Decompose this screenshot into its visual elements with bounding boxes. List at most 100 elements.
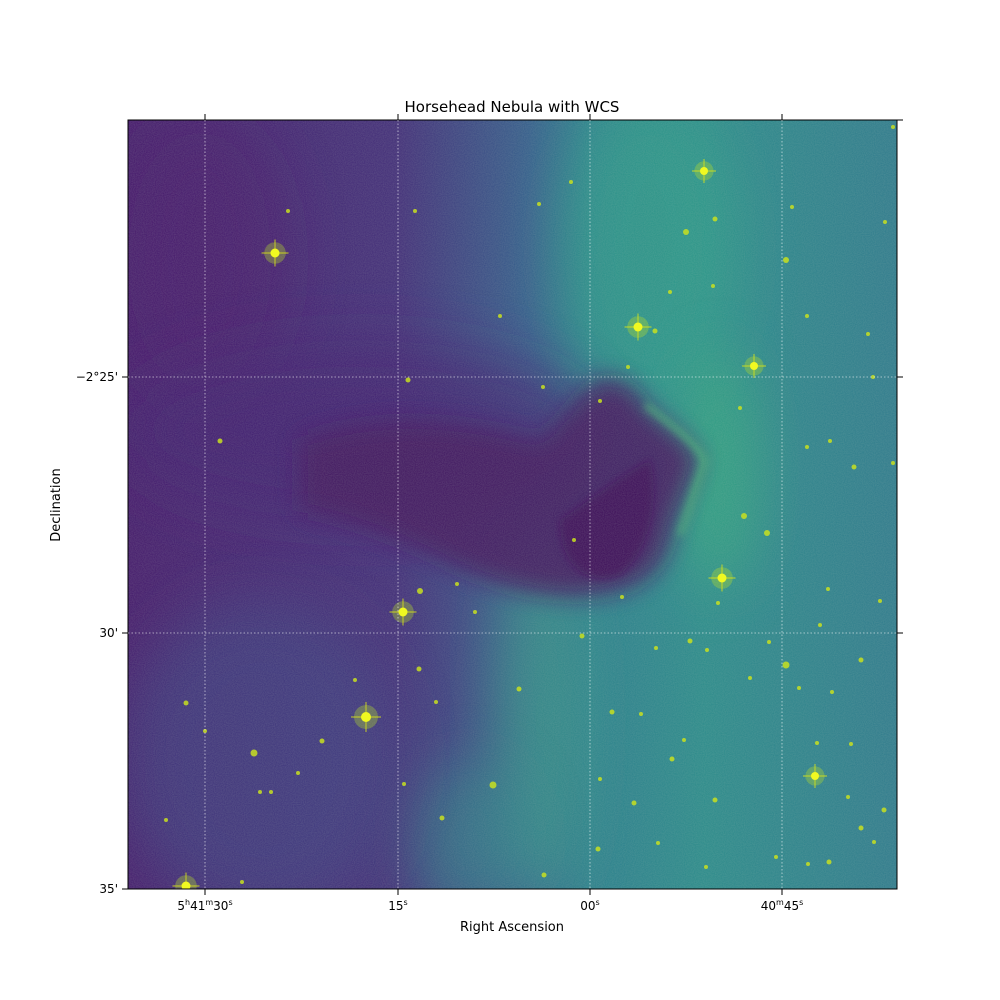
star <box>881 807 887 813</box>
star <box>668 290 672 294</box>
star <box>830 690 834 694</box>
star <box>717 573 727 583</box>
star <box>626 365 630 369</box>
star <box>434 700 438 704</box>
star <box>764 530 770 536</box>
star <box>286 209 290 213</box>
star <box>858 825 864 831</box>
star <box>417 588 423 594</box>
star <box>741 513 747 519</box>
star <box>851 464 857 470</box>
star <box>656 841 660 845</box>
nebula-image <box>128 120 897 889</box>
star <box>700 167 708 175</box>
star <box>569 180 573 184</box>
star <box>516 686 522 692</box>
star <box>598 777 602 781</box>
star <box>805 445 809 449</box>
star <box>164 818 168 822</box>
star <box>361 712 371 722</box>
star <box>620 595 624 599</box>
star <box>878 599 882 603</box>
star <box>296 771 300 775</box>
star <box>203 729 207 733</box>
star <box>669 756 675 762</box>
star <box>416 666 422 672</box>
star-field <box>164 125 895 889</box>
star <box>572 538 576 542</box>
star <box>639 712 643 716</box>
star <box>797 686 801 690</box>
star <box>250 749 258 757</box>
star <box>783 257 789 263</box>
star <box>541 385 545 389</box>
star <box>319 738 325 744</box>
star <box>541 872 547 878</box>
star <box>687 638 693 644</box>
star <box>883 220 887 224</box>
star <box>871 375 875 379</box>
star <box>405 377 411 383</box>
star <box>711 284 715 288</box>
star <box>682 738 686 742</box>
star <box>579 633 585 639</box>
figure-title: Horsehead Nebula with WCS <box>405 98 620 116</box>
star <box>631 800 637 806</box>
star <box>489 781 497 789</box>
star <box>849 742 853 746</box>
star <box>181 881 191 889</box>
star <box>473 610 477 614</box>
star <box>811 772 819 780</box>
star <box>826 859 832 865</box>
star <box>858 657 864 663</box>
star <box>633 322 643 332</box>
star <box>748 676 752 680</box>
star <box>258 790 262 794</box>
star <box>398 607 408 617</box>
star <box>815 741 819 745</box>
ra-tick-label-2: 15s <box>388 898 407 913</box>
y-axis-label: Declination <box>49 468 64 542</box>
star <box>652 328 658 334</box>
star <box>455 582 459 586</box>
star <box>750 362 758 370</box>
star <box>595 846 601 852</box>
ra-tick-label-4: 40m45s <box>761 898 804 913</box>
star <box>439 815 445 821</box>
ra-tick-label-1: 5h41m30s <box>177 898 232 913</box>
star <box>716 601 720 605</box>
star <box>537 202 541 206</box>
star <box>828 439 832 443</box>
star <box>872 840 876 844</box>
star <box>891 125 895 129</box>
coordinate-grid <box>128 120 897 889</box>
star <box>805 314 809 318</box>
axis-ticks <box>122 114 903 895</box>
star <box>712 216 718 222</box>
star <box>705 648 709 652</box>
star <box>413 209 417 213</box>
star <box>790 205 794 209</box>
star <box>767 640 771 644</box>
star <box>891 461 895 465</box>
star <box>774 855 778 859</box>
dec-tick-label-3: 35' <box>99 882 118 896</box>
plot-frame <box>127 119 898 890</box>
star <box>818 623 822 627</box>
star <box>609 709 615 715</box>
dec-tick-label-1: −2°25' <box>76 370 118 384</box>
star <box>683 229 689 235</box>
star <box>217 438 223 444</box>
star <box>598 399 602 403</box>
star <box>353 678 357 682</box>
star <box>806 862 810 866</box>
star <box>712 797 718 803</box>
star <box>704 865 708 869</box>
star <box>270 248 280 258</box>
star <box>654 646 658 650</box>
star <box>240 880 244 884</box>
star <box>782 661 790 669</box>
star <box>498 314 502 318</box>
star <box>866 332 870 336</box>
